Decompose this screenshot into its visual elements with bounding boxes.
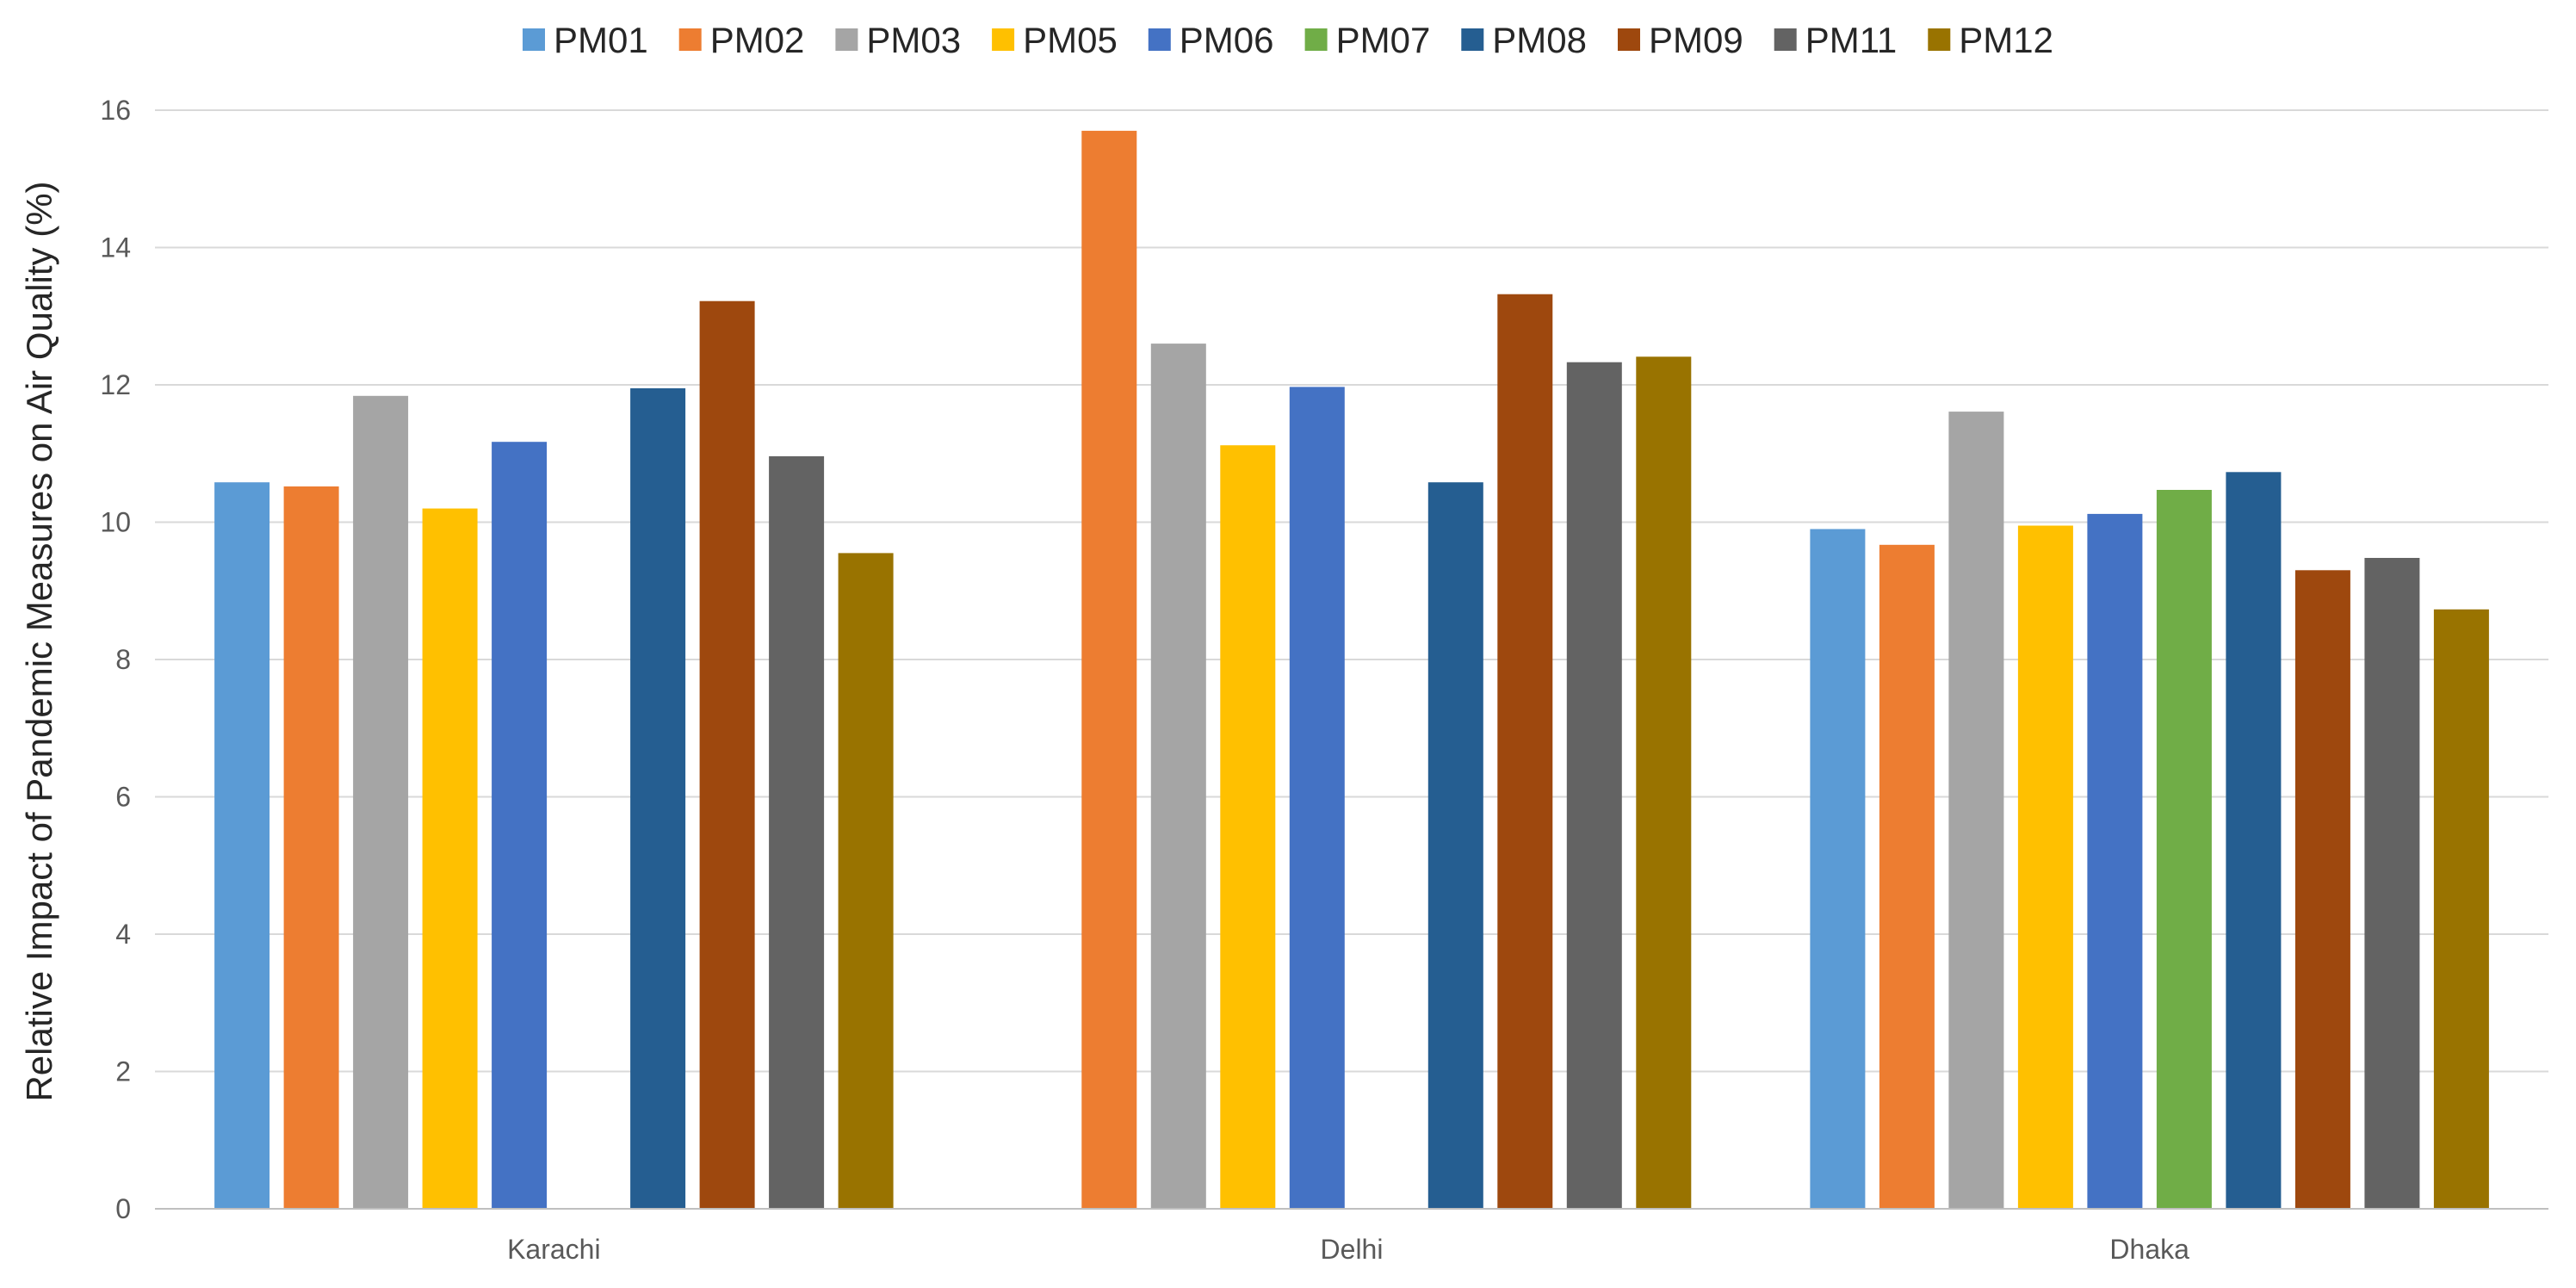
legend: PM01 PM02 PM03 PM05 PM06 PM07 PM08 PM09 PM11 PM12 <box>523 20 2053 60</box>
y-tick-label-14: 14 <box>100 232 131 263</box>
legend-swatch-pm08 <box>1461 28 1484 51</box>
legend-item-pm05: PM05 <box>992 20 1118 60</box>
bar-dhaka-pm11 <box>2364 558 2420 1209</box>
bar-dhaka-pm01 <box>1810 529 1866 1209</box>
y-tick-label-6: 6 <box>115 782 131 813</box>
legend-label-pm11: PM11 <box>1805 20 1898 60</box>
legend-label-pm09: PM09 <box>1649 20 1743 60</box>
legend-item-pm03: PM03 <box>835 20 961 60</box>
y-tick-label-16: 16 <box>100 95 131 126</box>
legend-swatch-pm06 <box>1148 28 1171 51</box>
bar-dhaka-pm12 <box>2433 609 2489 1209</box>
legend-swatch-pm12 <box>1928 28 1951 51</box>
legend-label-pm12: PM12 <box>1959 20 2053 60</box>
bar-karachi-pm02 <box>283 486 339 1209</box>
legend-swatch-pm05 <box>992 28 1015 51</box>
legend-label-pm08: PM08 <box>1492 20 1587 60</box>
x-category-label-karachi: Karachi <box>507 1234 601 1265</box>
legend-swatch-pm01 <box>523 28 545 51</box>
legend-item-pm02: PM02 <box>678 20 805 60</box>
y-axis-ticks: 0 2 4 6 8 10 12 14 16 <box>100 95 131 1224</box>
y-tick-label-8: 8 <box>115 644 131 675</box>
gridlines <box>155 109 2548 1073</box>
bar-delhi-pm11 <box>1566 362 1622 1209</box>
legend-label-pm05: PM05 <box>1023 20 1118 60</box>
bar-dhaka-pm08 <box>2226 472 2282 1209</box>
bar-delhi-pm02 <box>1081 130 1137 1209</box>
bar-karachi-pm06 <box>492 442 548 1209</box>
bar-delhi-pm09 <box>1497 294 1553 1210</box>
bar-karachi-pm12 <box>838 553 894 1209</box>
legend-swatch-pm09 <box>1618 28 1640 51</box>
bar-dhaka-pm05 <box>2017 525 2073 1209</box>
legend-item-pm06: PM06 <box>1148 20 1274 60</box>
bar-delhi-pm05 <box>1220 445 1276 1209</box>
bar-delhi-pm08 <box>1427 482 1483 1209</box>
legend-swatch-pm07 <box>1304 28 1328 51</box>
y-tick-label-10: 10 <box>100 507 131 538</box>
legend-item-pm01: PM01 <box>523 20 648 60</box>
legend-label-pm07: PM07 <box>1336 20 1431 60</box>
bars <box>214 130 2489 1210</box>
legend-label-pm03: PM03 <box>866 20 961 60</box>
legend-swatch-pm11 <box>1774 28 1797 51</box>
x-category-label-delhi: Delhi <box>1321 1234 1384 1265</box>
bar-karachi-pm08 <box>630 388 686 1209</box>
bar-karachi-pm05 <box>422 508 478 1209</box>
y-tick-label-0: 0 <box>115 1193 131 1224</box>
legend-item-pm11: PM11 <box>1774 20 1898 60</box>
bar-karachi-pm03 <box>353 395 409 1209</box>
x-category-label-dhaka: Dhaka <box>2109 1234 2189 1265</box>
bar-delhi-pm06 <box>1289 387 1345 1209</box>
legend-label-pm02: PM02 <box>710 20 805 60</box>
legend-label-pm01: PM01 <box>554 20 648 60</box>
y-tick-label-12: 12 <box>100 369 131 400</box>
bar-karachi-pm09 <box>699 300 755 1210</box>
legend-label-pm06: PM06 <box>1180 20 1274 60</box>
bar-dhaka-pm07 <box>2156 490 2212 1209</box>
legend-item-pm07: PM07 <box>1304 20 1431 60</box>
legend-swatch-pm03 <box>835 28 858 51</box>
bar-delhi-pm12 <box>1636 356 1692 1209</box>
y-tick-label-2: 2 <box>115 1056 131 1087</box>
x-axis: Karachi Delhi Dhaka <box>155 1208 2548 1265</box>
bar-dhaka-pm03 <box>1948 412 2004 1210</box>
y-axis-title: Relative Impact of Pandemic Measures on … <box>19 181 59 1101</box>
legend-item-pm08: PM08 <box>1461 20 1587 60</box>
legend-swatch-pm02 <box>678 28 702 51</box>
legend-item-pm09: PM09 <box>1618 20 1743 60</box>
bar-dhaka-pm09 <box>2294 570 2350 1209</box>
legend-item-pm12: PM12 <box>1928 20 2053 60</box>
bar-karachi-pm01 <box>214 482 270 1209</box>
bar-delhi-pm03 <box>1150 344 1206 1210</box>
bar-karachi-pm11 <box>769 455 825 1209</box>
y-tick-label-4: 4 <box>115 919 131 950</box>
bar-dhaka-pm02 <box>1879 544 1935 1209</box>
bar-dhaka-pm06 <box>2087 513 2143 1209</box>
